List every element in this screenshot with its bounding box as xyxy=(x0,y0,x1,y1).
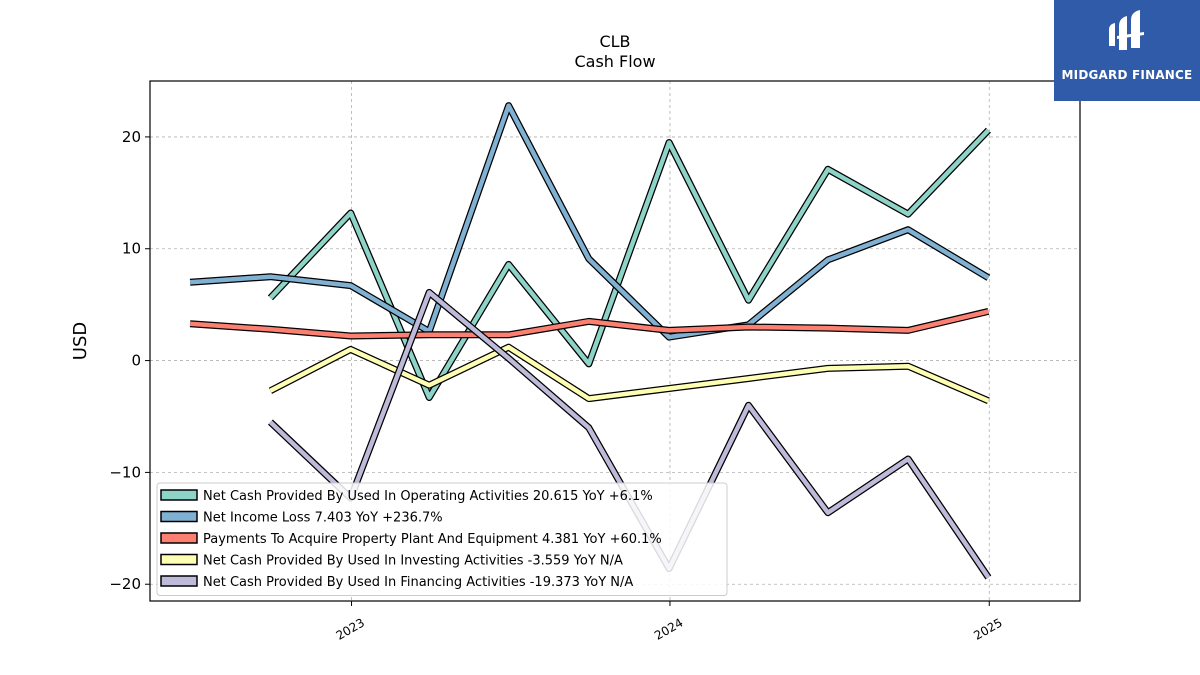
legend-swatch xyxy=(160,553,198,566)
x-tick-label: 2024 xyxy=(652,615,685,642)
logo-mark-icon xyxy=(1109,10,1144,50)
y-tick-label: 10 xyxy=(122,240,141,258)
series-line xyxy=(268,343,990,405)
legend-entry: Net Cash Provided By Used In Financing A… xyxy=(203,575,633,590)
brand-logo: MIDGARD FINANCE xyxy=(1054,0,1200,101)
series-line xyxy=(267,127,991,401)
legend-swatch xyxy=(160,510,198,523)
legend-swatch xyxy=(160,489,198,501)
y-tick-label: −20 xyxy=(109,575,141,593)
series-outline xyxy=(267,127,991,401)
legend-swatch xyxy=(160,532,198,544)
legend-entry: Payments To Acquire Property Plant And E… xyxy=(203,532,662,547)
legend-entry: Net Cash Provided By Used In Investing A… xyxy=(203,554,623,569)
x-tick-label: 2025 xyxy=(971,615,1004,642)
chart-subtitle: Cash Flow xyxy=(574,52,655,71)
series-line xyxy=(189,102,991,341)
legend-entry: Net Cash Provided By Used In Operating A… xyxy=(203,489,653,504)
series-line xyxy=(189,307,990,340)
logo-text: MIDGARD FINANCE xyxy=(1061,68,1193,82)
legend: Net Cash Provided By Used In Operating A… xyxy=(156,482,728,596)
series-line-fill xyxy=(269,344,990,403)
y-tick-label: 0 xyxy=(131,352,141,370)
chart-title: CLB xyxy=(599,32,630,51)
y-tick-label: 20 xyxy=(122,128,141,146)
series-line-fill xyxy=(189,309,989,339)
series-line-fill xyxy=(268,128,991,400)
x-tick-label: 2023 xyxy=(334,615,367,642)
y-tick-label: −10 xyxy=(109,463,141,481)
series-line-fill xyxy=(189,103,990,340)
series-outline xyxy=(189,102,991,341)
legend-entry: Net Income Loss 7.403 YoY +236.7% xyxy=(203,511,443,526)
legend-swatch xyxy=(160,575,198,587)
y-axis-label: USD xyxy=(70,322,91,360)
legend-box xyxy=(156,482,728,596)
plot-frame xyxy=(149,80,1081,602)
